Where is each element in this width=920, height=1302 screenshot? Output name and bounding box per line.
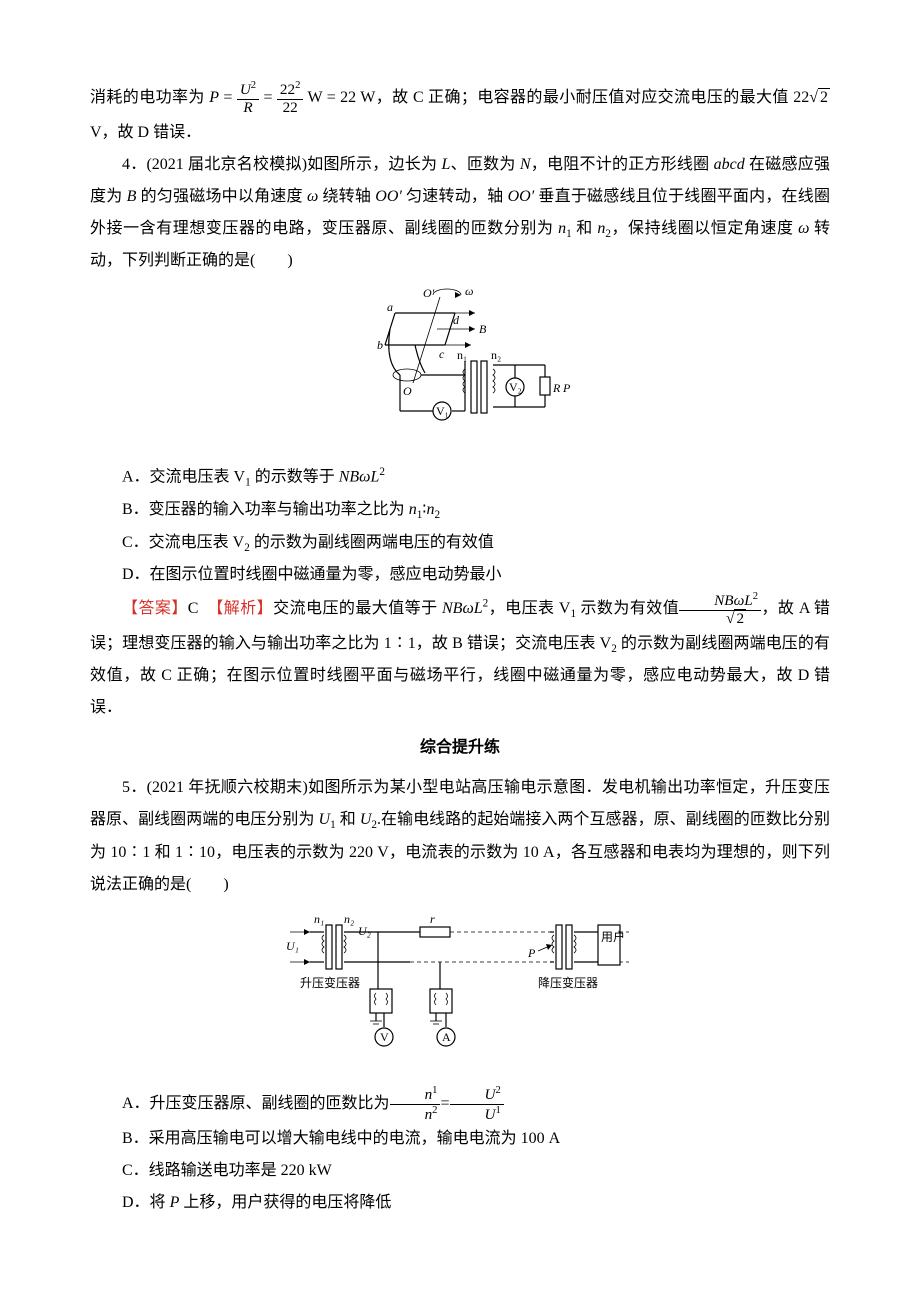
figure-q5: U₁ n₁ n₂ U₂ 升压变压器 r xyxy=(90,907,830,1079)
svg-text:a: a xyxy=(387,300,393,314)
figure-q4: O′ ω a d b c B O xyxy=(90,283,830,455)
svg-text:V₁: V₁ xyxy=(436,404,449,418)
q5-optB: B．采用高压输电可以增大输电线中的电流，输电电流为 100 A xyxy=(90,1123,830,1155)
p1-pre: 消耗的电功率为 xyxy=(90,89,209,106)
svg-text:升压变压器: 升压变压器 xyxy=(300,975,360,990)
svg-text:A: A xyxy=(442,1030,451,1044)
q4-explanation: 【答案】C 【解析】交流电压的最大值等于 NBωL2，电压表 V1 示数为有效值… xyxy=(90,591,830,724)
section-title: 综合提升练 xyxy=(90,732,830,764)
p1-P: P xyxy=(209,89,219,106)
svg-text:c: c xyxy=(439,347,445,361)
sqrt-icon xyxy=(809,89,818,106)
q5-optD: D．将 P 上移，用户获得的电压将降低 xyxy=(90,1187,830,1219)
page: 消耗的电功率为 P = U2 R = 222 22 W = 22 W，故 C 正… xyxy=(0,0,920,1279)
p1-sqrt: 2 xyxy=(818,88,830,106)
q4-optA: A．交流电压表 V1 的示数等于 NBωL2 xyxy=(90,461,830,494)
svg-text:n₂: n₂ xyxy=(344,912,354,926)
p1-frac1: U2 R xyxy=(237,80,259,117)
svg-text:b: b xyxy=(377,338,383,352)
svg-text:n₁: n₁ xyxy=(457,348,467,362)
svg-text:U₁: U₁ xyxy=(286,939,299,953)
svg-text:用户: 用户 xyxy=(601,929,625,944)
fig1-Oprime: O′ xyxy=(423,286,435,300)
p1-frac2: 222 22 xyxy=(277,80,304,117)
svg-text:V₂: V₂ xyxy=(509,380,522,394)
p1-eq2: = xyxy=(259,89,277,106)
fig1-omega: ω xyxy=(465,284,473,298)
svg-text:P: P xyxy=(527,946,536,960)
svg-text:R: R xyxy=(552,381,561,395)
svg-text:d: d xyxy=(453,313,460,327)
p1-unit: W = 22 W，故 C 正确；电容器的最小耐压值对应交流电压的最大值 22 xyxy=(303,89,809,106)
svg-text:n₁: n₁ xyxy=(314,912,324,926)
svg-text:P: P xyxy=(562,381,571,395)
q4-optD: D．在图示位置时线圈中磁通量为零，感应电动势最小 xyxy=(90,559,830,591)
svg-text:降压变压器: 降压变压器 xyxy=(538,975,598,990)
svg-text:r: r xyxy=(430,912,435,926)
q4-optB: B．变压器的输入功率与输出功率之比为 n1∶n2 xyxy=(90,494,830,527)
svg-text:B: B xyxy=(479,322,487,336)
answer-label: 【答案】 xyxy=(122,600,188,617)
svg-text:O: O xyxy=(403,384,412,398)
svg-text:V: V xyxy=(380,1030,389,1044)
p1-eq1: = xyxy=(219,89,237,106)
q5-optA: A．升压变压器原、副线圈的匝数比为 n1 n2 = U2 U1 xyxy=(90,1085,830,1124)
q4-optC: C．交流电压表 V2 的示数为副线圈两端电压的有效值 xyxy=(90,527,830,560)
q5-stem: 5．(2021 年抚顺六校期末)如图所示为某小型电站高压输电示意图．发电机输出功… xyxy=(90,772,830,901)
q4-stem: 4．(2021 届北京名校模拟)如图所示，边长为 L、匝数为 N，电阻不计的正方… xyxy=(90,149,830,278)
svg-text:n₂: n₂ xyxy=(491,348,501,362)
q4-exp-frac: NBωL2 2 xyxy=(679,591,761,628)
q5-optC: C．线路输送电功率是 220 kW xyxy=(90,1155,830,1187)
p1-tail: V，故 D 错误． xyxy=(90,124,201,141)
svg-text:U₂: U₂ xyxy=(358,924,371,938)
explain-label: 【解析】 xyxy=(215,600,273,617)
p1: 消耗的电功率为 P = U2 R = 222 22 W = 22 W，故 C 正… xyxy=(90,80,830,149)
